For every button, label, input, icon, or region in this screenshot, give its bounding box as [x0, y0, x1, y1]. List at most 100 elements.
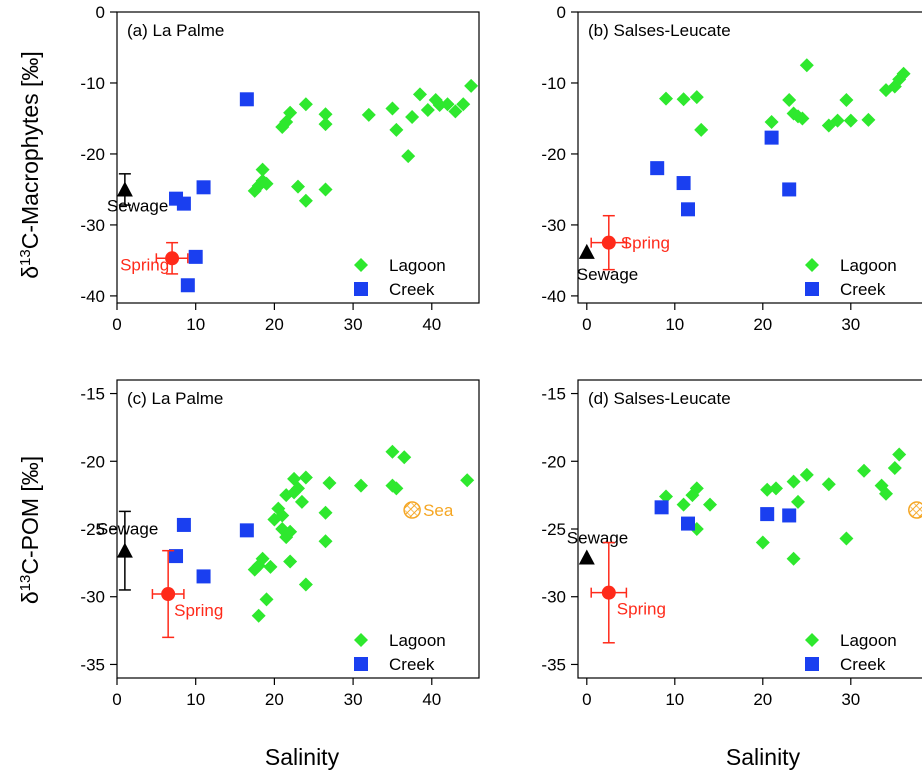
lagoon-point [689, 90, 704, 105]
y-tick-label: -20 [541, 145, 566, 164]
x-axis-title-left: Salinity [265, 744, 340, 770]
y-axis-title-top: δ13C-Macrophytes [‰] [17, 51, 44, 279]
x-tick-label: 20 [265, 690, 284, 709]
lagoon-point [821, 477, 836, 492]
y-tick-label: -40 [541, 287, 566, 306]
lagoon-point [659, 91, 673, 106]
legend-lagoon-label: Lagoon [840, 631, 897, 650]
x-tick-label: 10 [665, 690, 684, 709]
panel-title: (a) La Palme [127, 21, 224, 40]
spring-label: Spring [120, 255, 169, 274]
lagoon-point [440, 97, 455, 112]
lagoon-point [298, 577, 313, 592]
lagoon-point [460, 473, 475, 488]
spring-point [601, 235, 616, 250]
creek-point [239, 92, 254, 107]
lagoon-point [786, 474, 801, 489]
x-tick-label: 30 [841, 315, 860, 334]
creek-point [188, 249, 203, 264]
y-tick-label: -15 [80, 385, 105, 404]
lagoon-point [857, 463, 871, 478]
creek-point [176, 196, 191, 211]
lagoon-point [361, 107, 376, 122]
lagoon-point [464, 78, 479, 93]
legend-lagoon-marker [354, 633, 368, 647]
legend-lagoon-marker [354, 258, 368, 272]
lagoon-point [879, 486, 893, 501]
x-tick-label: 20 [753, 690, 772, 709]
lagoon-point [769, 481, 783, 496]
lagoon-point [353, 478, 368, 493]
lagoon-point [861, 112, 876, 127]
legend-lagoon-label: Lagoon [389, 631, 446, 650]
lagoon-point [389, 481, 404, 496]
lagoon-point [259, 592, 274, 607]
lagoon-point [830, 113, 845, 128]
lagoon-point [689, 481, 704, 496]
lagoon-point [318, 534, 333, 549]
x-tick-label: 20 [753, 315, 772, 334]
legend-creek-marker [805, 282, 819, 296]
lagoon-point [322, 475, 337, 490]
x-tick-label: 20 [265, 315, 284, 334]
y-tick-label: 0 [96, 3, 105, 22]
lagoon-point [291, 481, 305, 496]
lagoon-point [676, 92, 691, 107]
lagoon-point [318, 117, 333, 132]
lagoon-point [786, 551, 801, 566]
lagoon-point [839, 531, 854, 546]
creek-point [681, 202, 695, 217]
sea-point-hatch [909, 503, 922, 518]
y-axis-title-bottom: δ13C-POM [‰] [17, 456, 44, 604]
lagoon-point [896, 66, 911, 81]
x-tick-label: 0 [112, 315, 121, 334]
creek-point [196, 180, 211, 195]
y-tick-label: -30 [80, 216, 105, 235]
x-tick-label: 10 [186, 690, 205, 709]
spring-label: Spring [617, 600, 666, 619]
y-tick-label: -30 [80, 588, 105, 607]
x-tick-label: 40 [422, 690, 441, 709]
lagoon-point [251, 608, 266, 623]
x-tick-label: 0 [582, 690, 591, 709]
lagoon-point [385, 444, 400, 459]
panel-title: (b) Salses-Leucate [588, 21, 731, 40]
plot-frame [116, 11, 480, 304]
lagoon-point [799, 467, 814, 482]
lagoon-point [263, 559, 278, 574]
spring-point [161, 587, 176, 602]
lagoon-point [294, 494, 309, 509]
x-tick-label: 0 [582, 315, 591, 334]
creek-point [169, 549, 184, 564]
lagoon-point [385, 101, 400, 116]
y-tick-label: -35 [80, 655, 105, 674]
creek-point [180, 278, 195, 293]
y-tick-label: -10 [80, 74, 105, 93]
creek-point [176, 517, 191, 532]
creek-point [782, 182, 797, 197]
creek-point [650, 161, 665, 176]
legend-creek-label: Creek [840, 280, 886, 299]
y-tick-label: -15 [541, 385, 566, 404]
creek-point [196, 569, 211, 584]
x-tick-label: 0 [112, 690, 121, 709]
spring-point [165, 251, 180, 266]
legend-creek-marker [805, 657, 819, 671]
x-tick-label: 30 [841, 690, 860, 709]
legend-creek-marker [354, 657, 368, 671]
sewage-point [116, 542, 133, 558]
y-tick-label: 0 [557, 3, 566, 22]
lagoon-point [298, 470, 313, 485]
lagoon-point [298, 97, 313, 112]
lagoon-point [839, 93, 854, 108]
panel-3: 0 10 20 30 40 -15 -20 -25 -30 -35 (c) La Palme Sewa… [80, 379, 480, 709]
legend-lagoon-label: Lagoon [840, 256, 897, 275]
lagoon-point [255, 551, 270, 566]
sewage-label: Sewage [577, 265, 638, 284]
x-tick-label: 10 [186, 315, 205, 334]
x-tick-label: 40 [422, 315, 441, 334]
y-tick-label: -30 [541, 216, 566, 235]
lagoon-point [799, 58, 814, 73]
lagoon-point [275, 508, 290, 523]
sewage-label: Sewage [107, 196, 168, 215]
